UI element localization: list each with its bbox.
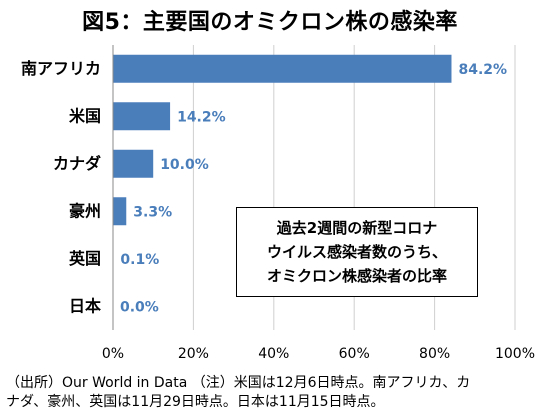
source-note-line-1: （出所）Our World in Data （注）米国は12月6日時点。南アフリ… bbox=[6, 375, 471, 391]
bar bbox=[113, 102, 171, 131]
value-labels: 84.2% 14.2% 10.0% 3.3% 0.1% 0.0% bbox=[120, 62, 507, 316]
category-label: 英国 bbox=[68, 249, 101, 268]
category-label: 日本 bbox=[69, 296, 101, 315]
x-tick-label: 100% bbox=[495, 346, 535, 362]
annotation-line-2: ウイルス感染者数のうち、 bbox=[266, 243, 447, 261]
value-label: 3.3% bbox=[133, 204, 172, 220]
x-tick-labels: 0% 20% 40% 60% 80% 100% bbox=[102, 346, 535, 362]
value-label: 84.2% bbox=[458, 62, 507, 78]
source-note: （出所）Our World in Data （注）米国は12月6日時点。南アフリ… bbox=[6, 374, 536, 412]
value-label: 10.0% bbox=[160, 157, 209, 173]
bar bbox=[113, 197, 127, 226]
annotation-line-3: オミクロン株感染者の比率 bbox=[266, 267, 447, 285]
value-label: 14.2% bbox=[177, 109, 226, 125]
chart-title: 図5：主要国のオミクロン株の感染率 bbox=[82, 10, 458, 35]
annotation-line-1: 過去2週間の新型コロナ bbox=[276, 219, 438, 237]
x-tick-label: 40% bbox=[258, 346, 289, 362]
category-label: 南アフリカ bbox=[21, 59, 101, 78]
value-label: 0.0% bbox=[120, 299, 159, 315]
source-note-line-2: ナダ、豪州、英国は11月29日時点。日本は11月15日時点。 bbox=[6, 394, 385, 410]
category-label: 豪州 bbox=[69, 201, 101, 220]
x-tick-label: 0% bbox=[102, 346, 124, 362]
bar bbox=[113, 149, 154, 178]
x-tick-label: 60% bbox=[339, 346, 370, 362]
bars bbox=[113, 54, 452, 273]
annotation-box: 過去2週間の新型コロナ ウイルス感染者数のうち、 オミクロン株感染者の比率 bbox=[236, 207, 478, 297]
x-tick-label: 80% bbox=[419, 346, 450, 362]
x-tick-label: 20% bbox=[178, 346, 209, 362]
bar bbox=[113, 54, 452, 83]
category-label: 米国 bbox=[69, 106, 101, 125]
value-label: 0.1% bbox=[120, 252, 159, 268]
category-label: カナダ bbox=[53, 154, 101, 173]
